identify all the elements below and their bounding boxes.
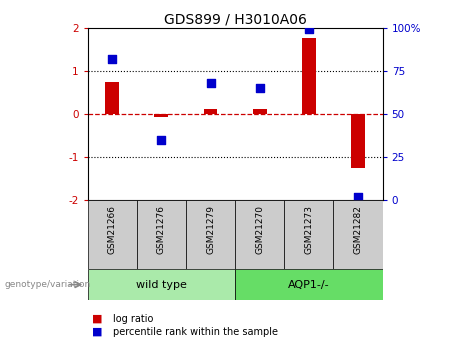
Bar	[154, 114, 168, 117]
Text: GSM21270: GSM21270	[255, 205, 264, 254]
Bar	[333, 200, 383, 269]
Bar	[284, 200, 333, 269]
Bar	[186, 200, 235, 269]
Title: GDS899 / H3010A06: GDS899 / H3010A06	[164, 12, 307, 27]
Bar	[88, 269, 235, 300]
Text: ■: ■	[92, 314, 103, 324]
Text: genotype/variation: genotype/variation	[5, 280, 91, 289]
Point	[158, 137, 165, 142]
Point	[305, 27, 313, 32]
Point	[207, 80, 214, 86]
Text: wild type: wild type	[136, 280, 187, 289]
Text: GSM21282: GSM21282	[354, 205, 362, 254]
Text: AQP1-/-: AQP1-/-	[288, 280, 330, 289]
Bar	[137, 200, 186, 269]
Text: ■: ■	[92, 327, 103, 337]
Bar	[253, 109, 266, 114]
Bar	[235, 200, 284, 269]
Point	[108, 56, 116, 61]
Text: percentile rank within the sample: percentile rank within the sample	[113, 327, 278, 337]
Bar	[351, 114, 365, 168]
Text: GSM21279: GSM21279	[206, 205, 215, 254]
Point	[256, 85, 263, 91]
Text: log ratio: log ratio	[113, 314, 154, 324]
Text: GSM21276: GSM21276	[157, 205, 166, 254]
Bar	[235, 269, 383, 300]
Point	[355, 194, 362, 199]
Bar	[88, 200, 137, 269]
Bar	[302, 38, 316, 114]
Bar	[105, 81, 119, 114]
Text: GSM21266: GSM21266	[108, 205, 117, 254]
Bar	[204, 109, 218, 114]
Text: GSM21273: GSM21273	[304, 205, 313, 254]
